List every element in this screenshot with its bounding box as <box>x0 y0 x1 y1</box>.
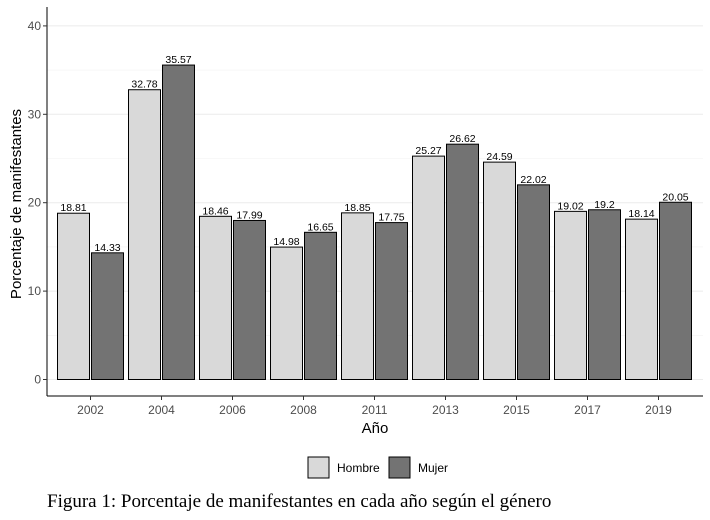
x-axis-ticks: 2002 2004 2006 2008 2011 2013 2015 2017 2019 <box>77 396 672 417</box>
x-tick-label: 2011 <box>362 403 388 417</box>
data-label: 25.27 <box>415 145 441 157</box>
data-label: 20.05 <box>662 191 688 203</box>
bars <box>57 64 692 381</box>
bar-mujer-2006 <box>233 219 266 380</box>
data-label: 18.81 <box>60 202 86 214</box>
legend-label-mujer: Mujer <box>418 461 448 475</box>
data-labels: 18.81 14.33 32.78 35.57 18.46 17.99 14.98 16.65… <box>60 54 688 254</box>
data-label: 19.2 <box>594 199 615 211</box>
data-label: 17.99 <box>236 209 262 221</box>
y-tick-label: 30 <box>28 107 42 121</box>
data-label: 18.46 <box>202 205 228 217</box>
data-label: 18.14 <box>628 208 654 220</box>
y-tick-label: 10 <box>28 284 42 298</box>
x-tick-label: 2006 <box>219 403 246 417</box>
x-tick-label: 2015 <box>503 403 530 417</box>
legend-swatch-mujer <box>388 456 411 479</box>
data-label: 26.62 <box>449 133 475 145</box>
y-tick-label: 20 <box>28 196 42 210</box>
bar-hombre-2017 <box>554 210 587 380</box>
y-tick-label: 40 <box>28 19 42 33</box>
data-label: 17.75 <box>378 212 404 224</box>
bar-mujer-2017 <box>588 209 621 380</box>
bar-hombre-2008 <box>270 246 303 380</box>
bar-mujer-2008 <box>304 231 337 380</box>
bar-mujer-2019 <box>659 201 692 380</box>
data-label: 14.98 <box>273 236 299 248</box>
bar-mujer-2004 <box>162 64 195 381</box>
x-tick-label: 2017 <box>574 403 601 417</box>
bar-hombre-2006 <box>199 215 232 380</box>
x-tick-label: 2002 <box>77 403 104 417</box>
bar-chart: 18.81 14.33 32.78 35.57 18.46 17.99 14.98 16.65… <box>8 7 703 479</box>
legend: Hombre Mujer <box>307 456 448 479</box>
x-tick-label: 2019 <box>645 403 672 417</box>
y-axis-ticks: 0 10 20 30 40 <box>28 19 47 387</box>
legend-swatch-hombre <box>307 456 330 479</box>
bar-hombre-2002 <box>57 212 90 380</box>
x-tick-label: 2004 <box>148 403 175 417</box>
bar-mujer-2013 <box>446 143 479 380</box>
x-axis-title: Año <box>362 420 389 437</box>
data-label: 16.65 <box>307 221 333 233</box>
data-label: 22.02 <box>520 174 546 186</box>
bar-hombre-2013 <box>412 155 445 380</box>
bar-hombre-2015 <box>483 161 516 380</box>
y-axis-title: Porcentaje de manifestantes <box>8 109 25 299</box>
bar-hombre-2004 <box>128 89 161 381</box>
figure-caption: Figura 1: Porcentaje de manifestantes en… <box>47 491 552 512</box>
data-label: 19.02 <box>557 200 583 212</box>
bar-mujer-2002 <box>91 252 124 380</box>
x-tick-label: 2013 <box>432 403 459 417</box>
y-tick-label: 0 <box>34 373 41 387</box>
bar-mujer-2015 <box>517 184 550 380</box>
legend-label-hombre: Hombre <box>337 461 380 475</box>
data-label: 14.33 <box>94 242 120 254</box>
data-label: 24.59 <box>486 151 512 163</box>
data-label: 32.78 <box>131 79 157 91</box>
x-tick-label: 2008 <box>290 403 317 417</box>
data-label: 35.57 <box>165 54 191 66</box>
data-label: 18.85 <box>344 202 370 214</box>
bar-hombre-2019 <box>625 218 658 380</box>
bar-mujer-2011 <box>375 222 408 380</box>
bar-hombre-2011 <box>341 212 374 380</box>
